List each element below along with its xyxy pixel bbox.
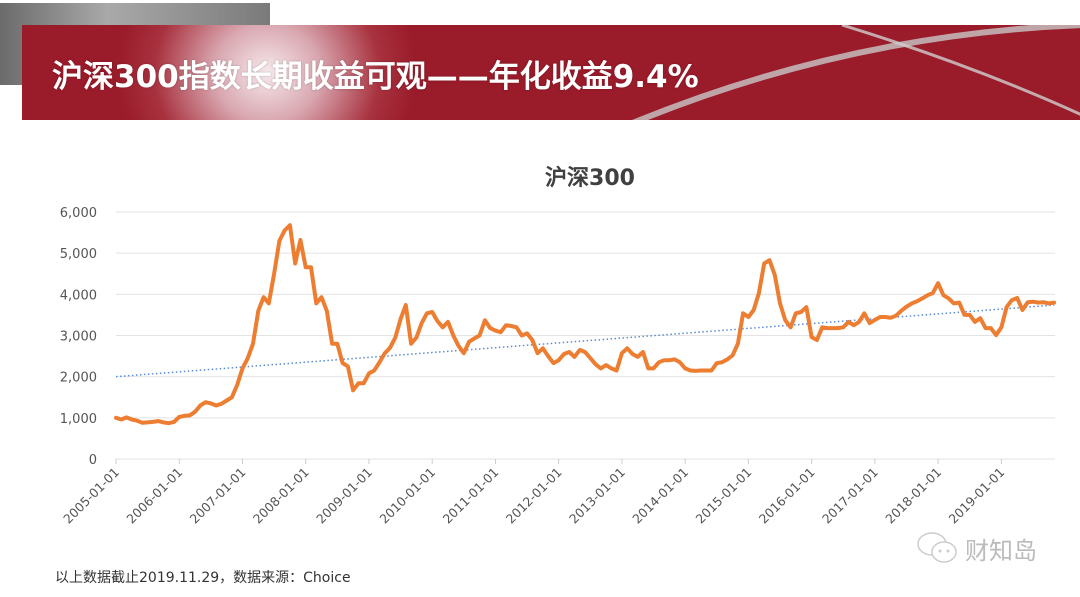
line-chart: 0 1,000 2,000 3,000 4,000 5,000 6,000 2005-01-0… [60, 206, 1057, 527]
series-line-csi300 [114, 223, 1057, 426]
y-tick-label: 1,000 [60, 412, 97, 427]
header-banner: 沪深300指数长期收益可观——年化收益9.4% [22, 25, 1080, 120]
y-tick-label: 6,000 [60, 206, 97, 221]
x-tick-label: 2010-01-01 [376, 465, 438, 527]
chart-title: 沪深300 [545, 166, 635, 191]
x-tick-label: 2019-01-01 [945, 465, 1007, 527]
y-tick-label: 0 [89, 453, 97, 468]
x-tick-label: 2016-01-01 [756, 465, 818, 527]
x-tick-label: 2012-01-01 [503, 465, 565, 527]
watermark-text: 财知岛 [965, 536, 1037, 565]
y-tick-label: 5,000 [60, 247, 97, 262]
x-tick-label: 2008-01-01 [250, 465, 312, 527]
y-tick-label: 2,000 [60, 371, 97, 386]
page-title: 沪深300指数长期收益可观——年化收益9.4% [52, 59, 699, 95]
x-tick-label: 2013-01-01 [566, 465, 628, 527]
watermark: 财知岛 [915, 530, 1037, 566]
x-tick-label: 2018-01-01 [882, 465, 944, 527]
x-tick-label: 2006-01-01 [123, 465, 185, 527]
source-note: 以上数据截止2019.11.29，数据来源：Choice [55, 570, 351, 586]
x-tick-label: 2005-01-01 [60, 465, 122, 527]
x-tick-label: 2017-01-01 [819, 465, 881, 527]
x-tick-label: 2007-01-01 [187, 465, 249, 527]
x-tick-label: 2014-01-01 [629, 465, 691, 527]
x-tick-label: 2011-01-01 [440, 465, 502, 527]
x-tick-label: 2015-01-01 [693, 465, 755, 527]
banner-arcs [632, 25, 1080, 120]
x-tick-label: 2009-01-01 [313, 465, 375, 527]
y-tick-label: 4,000 [60, 288, 97, 303]
wechat-icon [917, 532, 957, 563]
trendline [115, 304, 1055, 378]
y-tick-label: 3,000 [60, 330, 97, 345]
